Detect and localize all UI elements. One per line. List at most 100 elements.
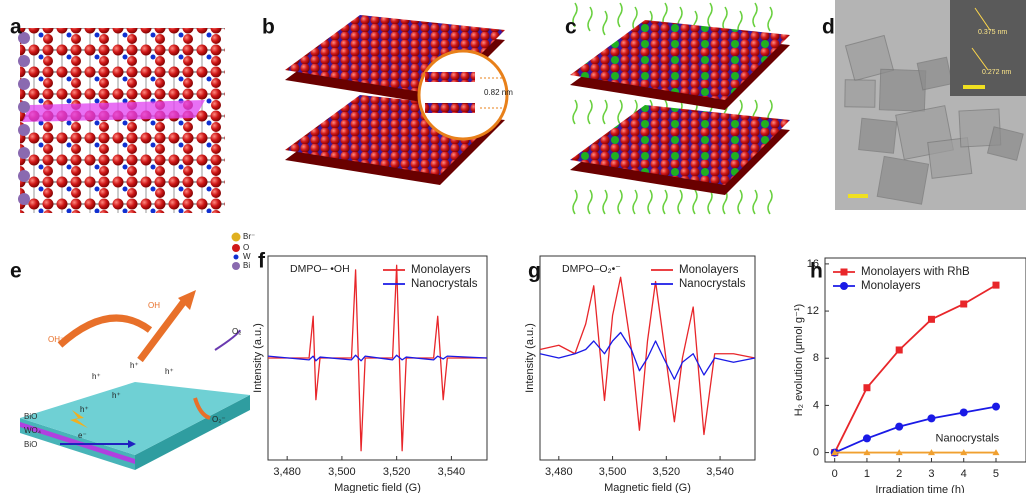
legend-label: W	[243, 252, 251, 261]
annotation: h⁺	[92, 372, 101, 381]
chart: 3,480 3,500 3,520 3,540 Magnetic field (G) In…	[252, 255, 488, 493]
ligand	[572, 189, 578, 215]
ligand	[767, 6, 773, 32]
ligand	[602, 189, 608, 215]
atom-bi	[18, 55, 30, 67]
panel-letter: h	[810, 260, 823, 283]
legend-o	[232, 244, 240, 252]
ligand	[632, 189, 638, 215]
x-tick-label: 3,520	[653, 466, 681, 478]
annotation: BiO	[24, 440, 37, 449]
marker	[927, 414, 936, 423]
nanosheet	[986, 126, 1024, 161]
ligand	[677, 189, 683, 215]
annotation: WO₄	[24, 426, 41, 435]
arrow	[57, 314, 153, 348]
annotation: DMPO– •OH	[290, 263, 350, 275]
y-axis-label: Intensity (a.u.)	[524, 323, 536, 393]
slab	[570, 105, 790, 185]
ligand	[722, 6, 728, 32]
marker	[992, 281, 1000, 289]
nanosheets	[844, 34, 1024, 205]
x-tick-label: 3,500	[328, 466, 356, 478]
marker	[863, 384, 871, 392]
ligand	[707, 189, 713, 215]
legend-br	[231, 232, 241, 242]
ligand	[722, 189, 728, 215]
ligand	[587, 189, 593, 215]
arrow	[137, 297, 188, 363]
ligand	[752, 189, 758, 215]
arrow	[193, 397, 211, 420]
marker	[863, 449, 871, 456]
legend-label: Bi	[243, 261, 250, 270]
marker	[992, 449, 1000, 456]
panel-letter: g	[528, 260, 541, 283]
x-tick-label: 5	[993, 468, 999, 480]
arrow	[214, 329, 241, 351]
annotation: OH	[148, 301, 160, 310]
y-axis-label: Intensity (a.u.)	[252, 323, 264, 393]
legend-label: Br⁻	[243, 232, 255, 241]
arrowhead	[178, 290, 196, 310]
charts: 3,480 3,500 3,520 3,540 Magnetic field (G) In…	[252, 255, 1026, 493]
series-line	[539, 276, 756, 436]
atom-bi	[18, 170, 30, 182]
y-tick-label: 0	[813, 446, 819, 458]
ligand	[587, 6, 593, 32]
marker	[991, 402, 1000, 411]
y-axis-label: H₂ evolution (μmol g⁻¹)	[793, 304, 805, 416]
x-tick-label: 3,480	[545, 466, 573, 478]
x-tick-label: 3,480	[273, 466, 301, 478]
panel-letter: d	[822, 16, 835, 39]
series-label: Nanocrystals	[936, 432, 1000, 444]
legend-label: Nanocrystals	[679, 278, 746, 290]
ligand	[767, 189, 773, 215]
ligand	[632, 6, 638, 32]
marker	[895, 422, 904, 431]
y-tick-label: 16	[807, 258, 819, 270]
slab-zoom	[425, 103, 475, 113]
legend-label: Monolayers	[861, 280, 921, 292]
ligand	[587, 99, 593, 125]
series-line	[833, 284, 997, 453]
x-axis-label: Magnetic field (G)	[604, 482, 691, 493]
nanosheet	[916, 56, 953, 91]
slab-top	[20, 382, 250, 455]
panel-letter: f	[258, 250, 266, 273]
annotation: h⁺	[130, 361, 139, 370]
legend-label: O	[243, 243, 249, 252]
ligand	[602, 99, 608, 125]
x-tick-label: 4	[961, 468, 967, 480]
annotation: O₂	[232, 327, 241, 336]
marker	[960, 300, 968, 308]
fringe-marker	[974, 7, 991, 31]
legend-label: Monolayers	[411, 264, 471, 276]
ligand	[707, 2, 713, 28]
y-tick-label: 4	[813, 399, 819, 411]
spacing-label: 0.82 nm	[484, 88, 513, 97]
ligand	[572, 99, 578, 125]
x-tick-label: 3,520	[383, 466, 411, 478]
nanosheet	[958, 108, 1002, 148]
ligand	[662, 189, 668, 215]
ligand	[572, 2, 578, 28]
chart: 3,480 3,500 3,520 3,540 Magnetic field (G) In…	[524, 255, 756, 493]
panel-letter: e	[10, 260, 22, 283]
x-tick-label: 3,540	[706, 466, 734, 478]
legend-marker	[840, 268, 848, 276]
nanosheet	[878, 68, 927, 112]
y-tick-label: 12	[807, 305, 819, 317]
marker	[959, 408, 968, 417]
x-axis-label: Irradiation time (h)	[875, 484, 964, 493]
atom-bi	[18, 124, 30, 136]
ligand	[647, 189, 653, 215]
fringe-marker	[971, 47, 989, 71]
nanosheet	[844, 79, 876, 108]
marker	[927, 449, 935, 456]
annotation: OH⁻	[48, 335, 64, 344]
panel-e-labels: OH⁻ OH h⁺ h⁺ h⁺ h⁺ h⁺ e⁻ O₂ O₂⁻ BiO WO₄ BiO	[24, 301, 241, 449]
